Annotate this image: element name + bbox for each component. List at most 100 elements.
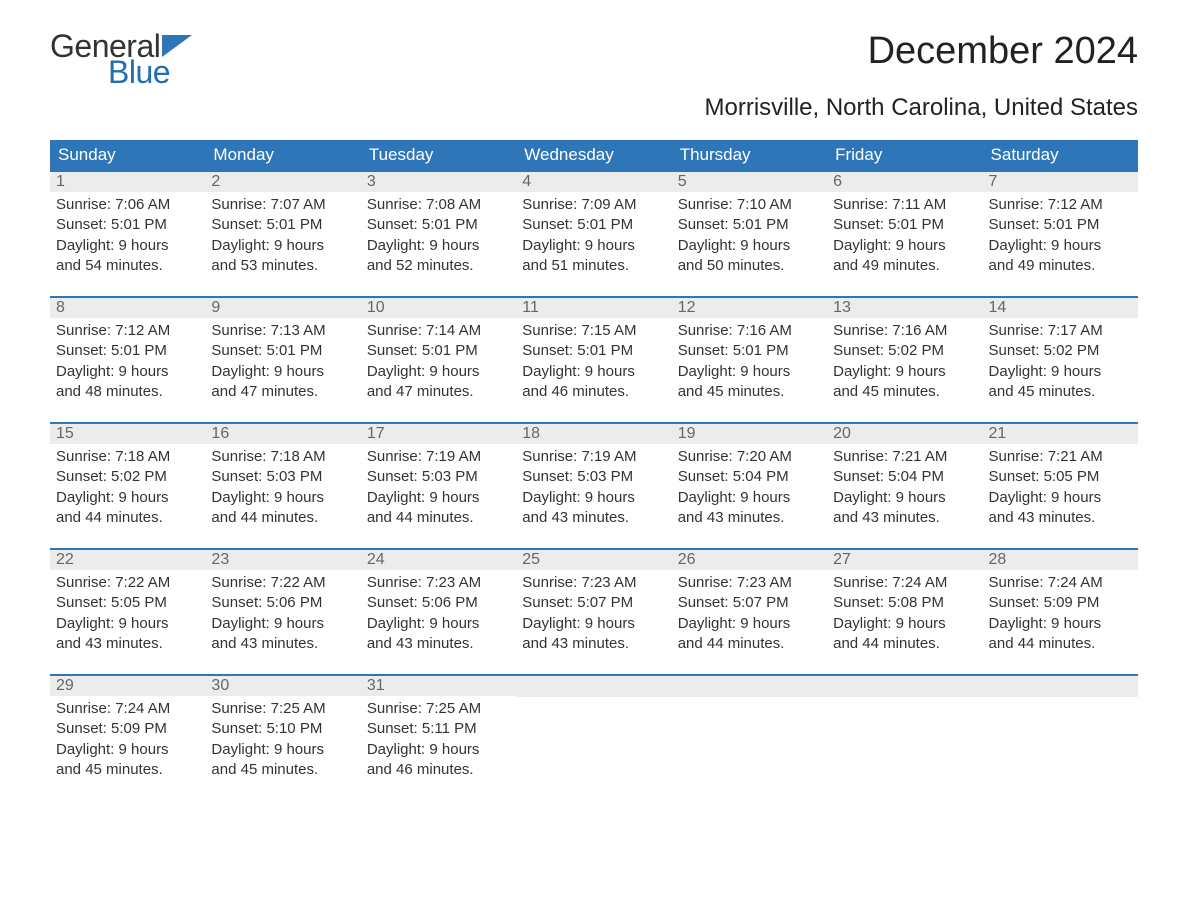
- sunrise-text: Sunrise: 7:24 AM: [56, 699, 199, 719]
- sunset-text: Sunset: 5:01 PM: [211, 215, 354, 235]
- sunrise-text: Sunrise: 7:19 AM: [367, 447, 510, 467]
- daylight-line2: and 47 minutes.: [211, 382, 354, 402]
- sunset-text: Sunset: 5:09 PM: [989, 593, 1132, 613]
- sunset-text: Sunset: 5:01 PM: [678, 215, 821, 235]
- day-details: Sunrise: 7:21 AMSunset: 5:05 PMDaylight:…: [983, 444, 1138, 534]
- daylight-line2: and 43 minutes.: [211, 634, 354, 654]
- day-number: 9: [205, 298, 360, 318]
- daylight-line2: and 52 minutes.: [367, 256, 510, 276]
- daylight-line1: Daylight: 9 hours: [678, 236, 821, 256]
- day-number: [827, 676, 982, 697]
- day-details: Sunrise: 7:24 AMSunset: 5:09 PMDaylight:…: [983, 570, 1138, 660]
- calendar-day-cell: 30Sunrise: 7:25 AMSunset: 5:10 PMDayligh…: [205, 675, 360, 801]
- calendar-day-cell: 4Sunrise: 7:09 AMSunset: 5:01 PMDaylight…: [516, 171, 671, 297]
- sunrise-text: Sunrise: 7:17 AM: [989, 321, 1132, 341]
- header: General Blue December 2024: [50, 30, 1138, 88]
- sunset-text: Sunset: 5:01 PM: [522, 341, 665, 361]
- calendar-day-cell: [516, 675, 671, 801]
- day-number: 19: [672, 424, 827, 444]
- day-details: Sunrise: 7:13 AMSunset: 5:01 PMDaylight:…: [205, 318, 360, 408]
- weekday-header: Friday: [827, 140, 982, 171]
- page-title: December 2024: [868, 30, 1138, 73]
- day-details: Sunrise: 7:22 AMSunset: 5:05 PMDaylight:…: [50, 570, 205, 660]
- weekday-header: Thursday: [672, 140, 827, 171]
- sunset-text: Sunset: 5:01 PM: [367, 215, 510, 235]
- weekday-header: Tuesday: [361, 140, 516, 171]
- daylight-line2: and 43 minutes.: [56, 634, 199, 654]
- daylight-line1: Daylight: 9 hours: [56, 362, 199, 382]
- calendar-day-cell: 23Sunrise: 7:22 AMSunset: 5:06 PMDayligh…: [205, 549, 360, 675]
- sunset-text: Sunset: 5:01 PM: [56, 341, 199, 361]
- daylight-line1: Daylight: 9 hours: [833, 362, 976, 382]
- calendar-day-cell: 2Sunrise: 7:07 AMSunset: 5:01 PMDaylight…: [205, 171, 360, 297]
- daylight-line2: and 44 minutes.: [989, 634, 1132, 654]
- daylight-line1: Daylight: 9 hours: [211, 362, 354, 382]
- calendar-day-cell: 26Sunrise: 7:23 AMSunset: 5:07 PMDayligh…: [672, 549, 827, 675]
- calendar-day-cell: 11Sunrise: 7:15 AMSunset: 5:01 PMDayligh…: [516, 297, 671, 423]
- location-subtitle: Morrisville, North Carolina, United Stat…: [50, 94, 1138, 122]
- daylight-line1: Daylight: 9 hours: [211, 740, 354, 760]
- daylight-line2: and 44 minutes.: [678, 634, 821, 654]
- calendar-table: SundayMondayTuesdayWednesdayThursdayFrid…: [50, 140, 1138, 801]
- daylight-line2: and 45 minutes.: [678, 382, 821, 402]
- calendar-week-row: 29Sunrise: 7:24 AMSunset: 5:09 PMDayligh…: [50, 675, 1138, 801]
- sunset-text: Sunset: 5:04 PM: [833, 467, 976, 487]
- daylight-line1: Daylight: 9 hours: [56, 488, 199, 508]
- sunrise-text: Sunrise: 7:09 AM: [522, 195, 665, 215]
- calendar-day-cell: 24Sunrise: 7:23 AMSunset: 5:06 PMDayligh…: [361, 549, 516, 675]
- sunset-text: Sunset: 5:01 PM: [833, 215, 976, 235]
- daylight-line1: Daylight: 9 hours: [367, 614, 510, 634]
- calendar-day-cell: 13Sunrise: 7:16 AMSunset: 5:02 PMDayligh…: [827, 297, 982, 423]
- calendar-day-cell: 15Sunrise: 7:18 AMSunset: 5:02 PMDayligh…: [50, 423, 205, 549]
- calendar-week-row: 22Sunrise: 7:22 AMSunset: 5:05 PMDayligh…: [50, 549, 1138, 675]
- daylight-line1: Daylight: 9 hours: [522, 236, 665, 256]
- weekday-header-row: SundayMondayTuesdayWednesdayThursdayFrid…: [50, 140, 1138, 171]
- daylight-line2: and 43 minutes.: [522, 634, 665, 654]
- daylight-line2: and 48 minutes.: [56, 382, 199, 402]
- daylight-line2: and 45 minutes.: [989, 382, 1132, 402]
- calendar-day-cell: [983, 675, 1138, 801]
- day-details: Sunrise: 7:21 AMSunset: 5:04 PMDaylight:…: [827, 444, 982, 534]
- day-number: 13: [827, 298, 982, 318]
- calendar-week-row: 8Sunrise: 7:12 AMSunset: 5:01 PMDaylight…: [50, 297, 1138, 423]
- calendar-day-cell: 22Sunrise: 7:22 AMSunset: 5:05 PMDayligh…: [50, 549, 205, 675]
- daylight-line2: and 43 minutes.: [678, 508, 821, 528]
- day-details: Sunrise: 7:11 AMSunset: 5:01 PMDaylight:…: [827, 192, 982, 282]
- sunrise-text: Sunrise: 7:12 AM: [56, 321, 199, 341]
- day-details: Sunrise: 7:23 AMSunset: 5:07 PMDaylight:…: [516, 570, 671, 660]
- sunset-text: Sunset: 5:09 PM: [56, 719, 199, 739]
- daylight-line2: and 43 minutes.: [522, 508, 665, 528]
- daylight-line2: and 50 minutes.: [678, 256, 821, 276]
- daylight-line2: and 44 minutes.: [211, 508, 354, 528]
- daylight-line1: Daylight: 9 hours: [56, 614, 199, 634]
- sunset-text: Sunset: 5:07 PM: [522, 593, 665, 613]
- daylight-line2: and 44 minutes.: [367, 508, 510, 528]
- sunset-text: Sunset: 5:11 PM: [367, 719, 510, 739]
- sunset-text: Sunset: 5:04 PM: [678, 467, 821, 487]
- day-details: Sunrise: 7:25 AMSunset: 5:10 PMDaylight:…: [205, 696, 360, 786]
- weekday-header: Sunday: [50, 140, 205, 171]
- day-details: Sunrise: 7:19 AMSunset: 5:03 PMDaylight:…: [516, 444, 671, 534]
- sunset-text: Sunset: 5:02 PM: [989, 341, 1132, 361]
- sunrise-text: Sunrise: 7:24 AM: [833, 573, 976, 593]
- daylight-line2: and 46 minutes.: [522, 382, 665, 402]
- day-number: 15: [50, 424, 205, 444]
- day-details: Sunrise: 7:15 AMSunset: 5:01 PMDaylight:…: [516, 318, 671, 408]
- day-number: 23: [205, 550, 360, 570]
- sunset-text: Sunset: 5:10 PM: [211, 719, 354, 739]
- sunrise-text: Sunrise: 7:22 AM: [56, 573, 199, 593]
- daylight-line2: and 44 minutes.: [833, 634, 976, 654]
- calendar-day-cell: 7Sunrise: 7:12 AMSunset: 5:01 PMDaylight…: [983, 171, 1138, 297]
- daylight-line1: Daylight: 9 hours: [211, 236, 354, 256]
- sunrise-text: Sunrise: 7:18 AM: [211, 447, 354, 467]
- sunset-text: Sunset: 5:03 PM: [211, 467, 354, 487]
- day-number: 1: [50, 172, 205, 192]
- day-number: 8: [50, 298, 205, 318]
- calendar-day-cell: 25Sunrise: 7:23 AMSunset: 5:07 PMDayligh…: [516, 549, 671, 675]
- calendar-day-cell: 21Sunrise: 7:21 AMSunset: 5:05 PMDayligh…: [983, 423, 1138, 549]
- daylight-line1: Daylight: 9 hours: [522, 362, 665, 382]
- logo-text-blue: Blue: [108, 56, 192, 88]
- sunrise-text: Sunrise: 7:07 AM: [211, 195, 354, 215]
- daylight-line1: Daylight: 9 hours: [56, 740, 199, 760]
- sunrise-text: Sunrise: 7:10 AM: [678, 195, 821, 215]
